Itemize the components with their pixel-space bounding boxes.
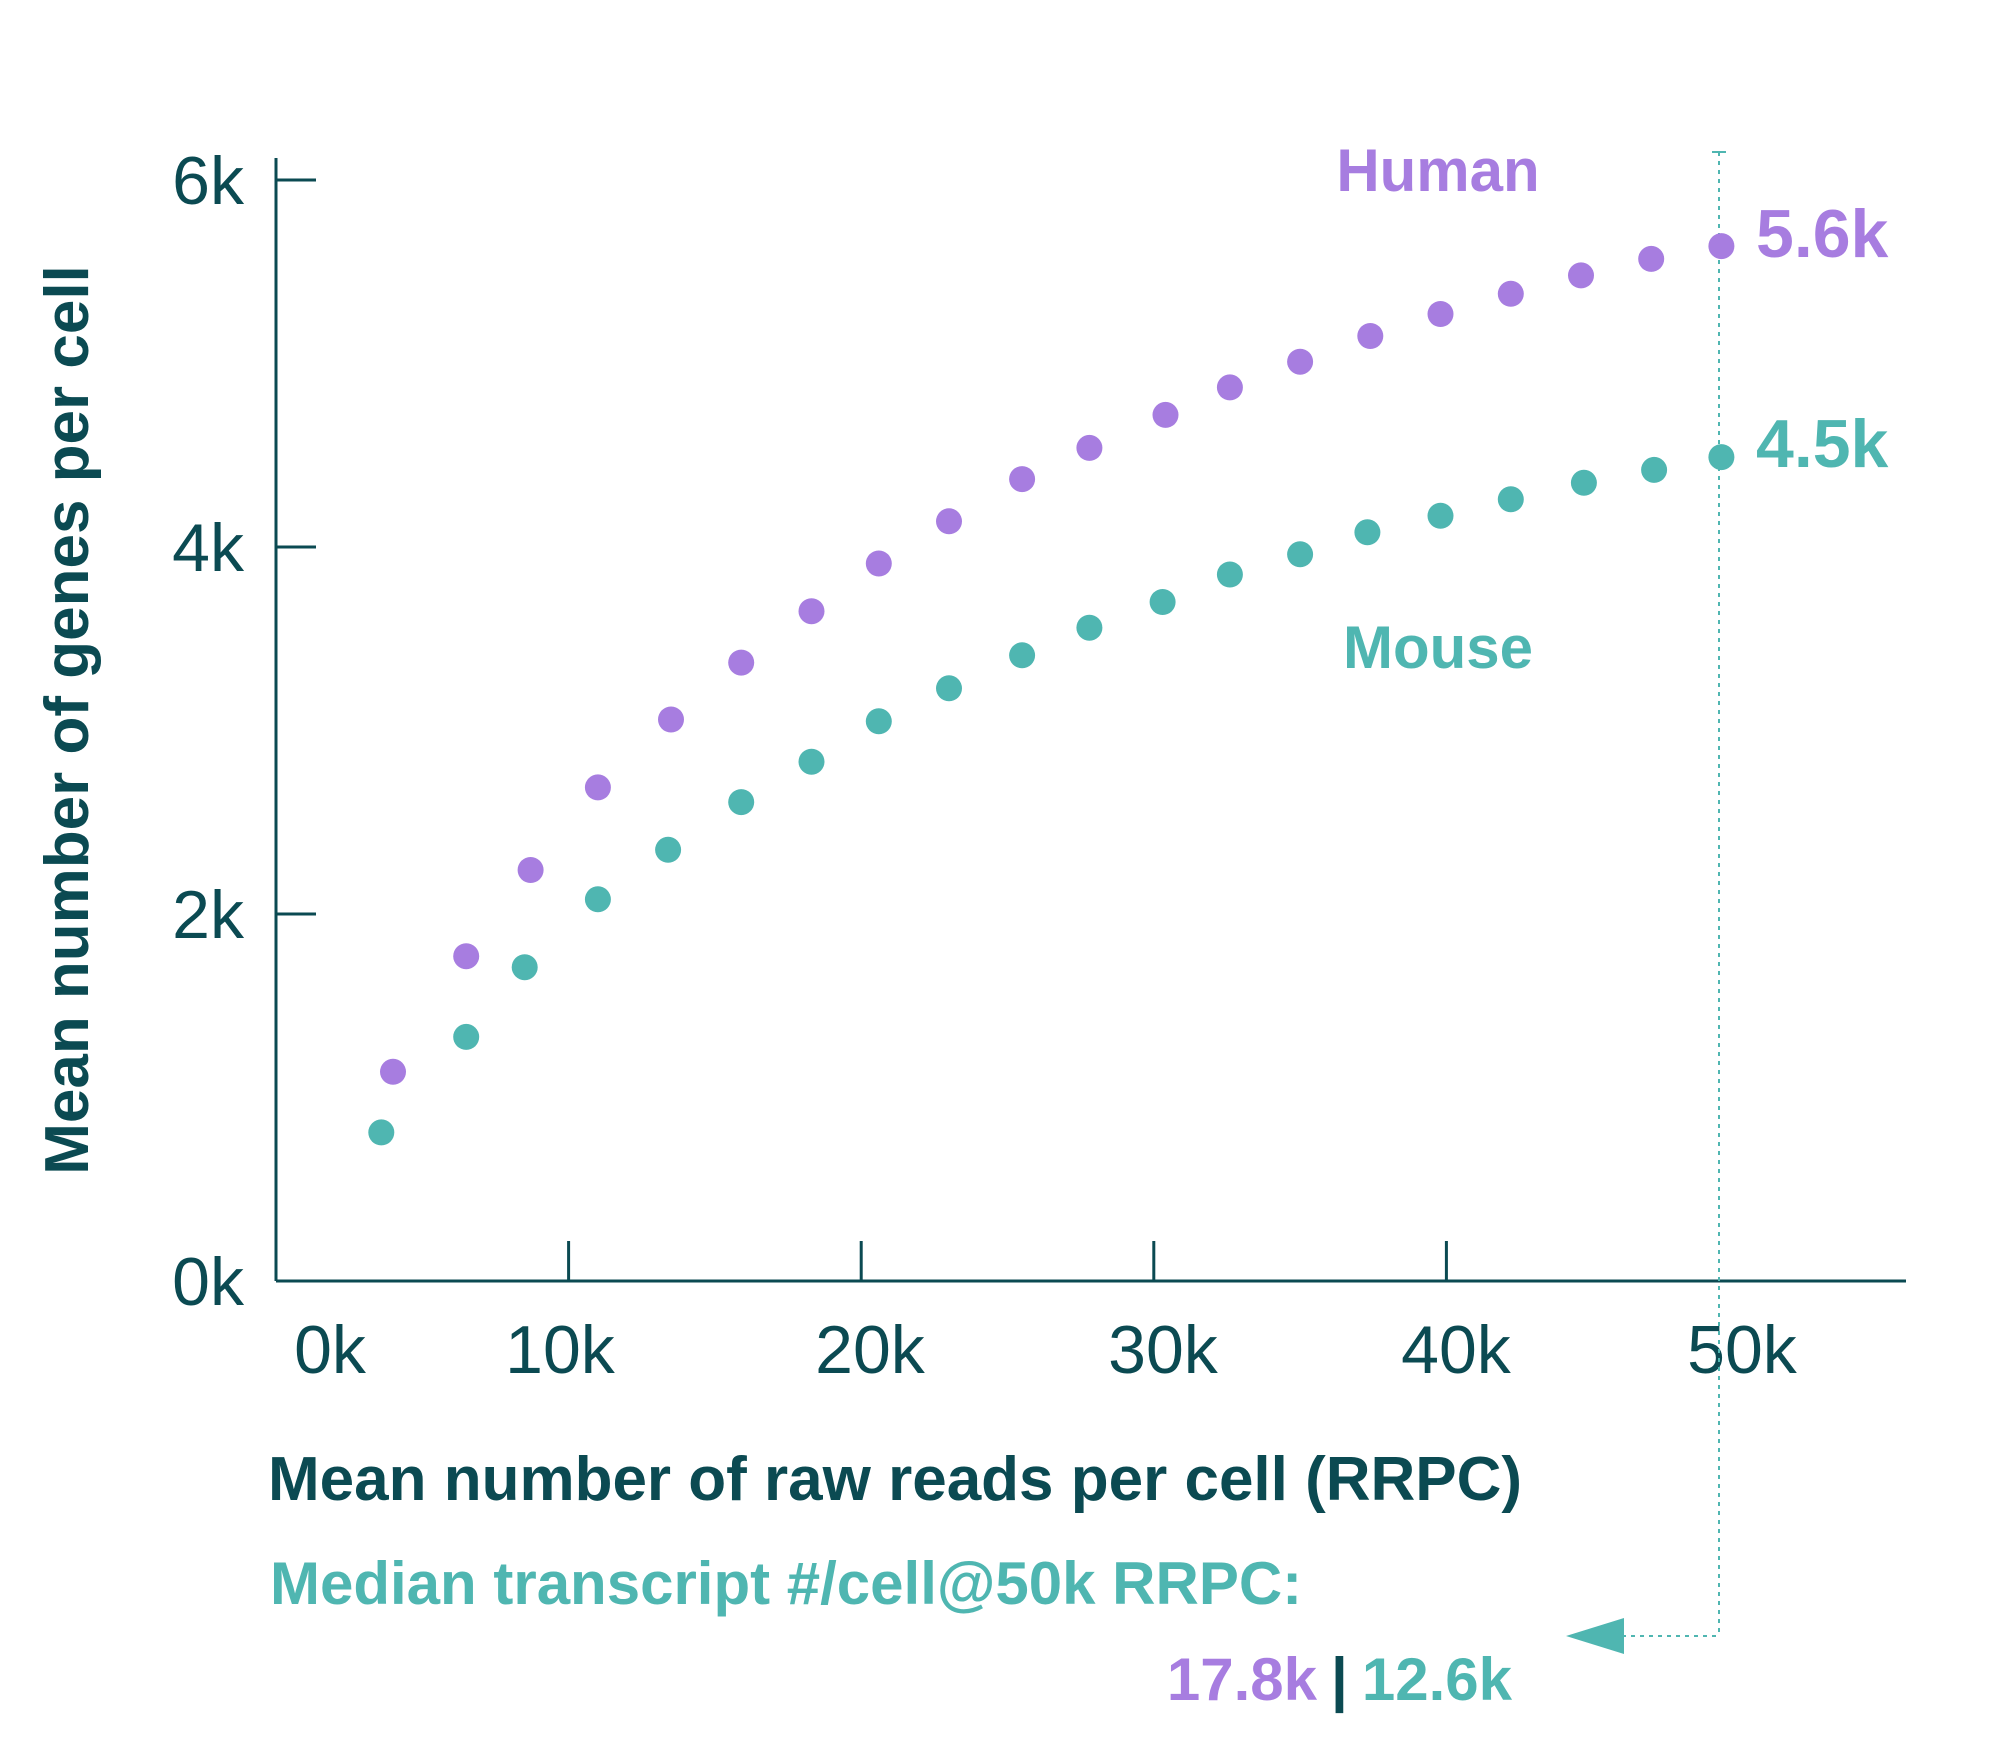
data-point-human — [1427, 301, 1454, 327]
data-point-human — [517, 857, 544, 883]
data-point-mouse — [1287, 541, 1314, 568]
y-axis-title: Mean number of genes per cell — [33, 265, 102, 1175]
data-point-mouse — [1149, 589, 1176, 615]
data-point-mouse — [1427, 502, 1454, 529]
data-point-mouse — [511, 954, 538, 981]
y-tick-label: 0k — [172, 1244, 245, 1320]
data-point-mouse — [728, 789, 755, 816]
data-point-human — [798, 598, 825, 625]
data-point-human — [380, 1058, 406, 1085]
data-point-human — [1638, 245, 1665, 272]
y-tick-label: 4k — [172, 510, 245, 586]
x-tick-label: 10k — [505, 1312, 616, 1388]
data-point-mouse — [655, 836, 682, 863]
y-tick-label: 6k — [172, 143, 245, 219]
x-tick-label: 40k — [1401, 1312, 1512, 1388]
guide-arrow-head — [1566, 1618, 1624, 1654]
y-tick-label: 2k — [172, 877, 245, 953]
median-human-value: 17.8k — [1167, 1646, 1318, 1713]
data-point-human — [1568, 262, 1594, 289]
data-point-mouse — [453, 1023, 480, 1050]
data-point-human — [865, 550, 892, 577]
data-point-mouse — [936, 675, 962, 702]
data-point-mouse — [368, 1119, 395, 1146]
series-label-mouse: Mouse — [1343, 614, 1533, 681]
median-separator: | — [1331, 1646, 1348, 1714]
data-point-mouse — [1076, 614, 1103, 641]
median-note-values: 17.8k | 12.6k — [1167, 1646, 1513, 1714]
data-point-human — [1708, 233, 1735, 260]
data-point-mouse — [865, 708, 892, 735]
data-point-mouse — [1354, 519, 1381, 546]
x-tick-label: 30k — [1108, 1312, 1219, 1388]
data-point-human — [1287, 348, 1314, 375]
data-point-mouse — [584, 886, 611, 913]
data-point-mouse — [1570, 469, 1597, 496]
data-point-mouse — [798, 748, 825, 775]
x-ticks: 0k 10k 20k 30k 40k 50k — [294, 1241, 1798, 1388]
x-tick-label: 50k — [1687, 1312, 1798, 1388]
data-point-mouse — [1708, 444, 1735, 471]
data-point-mouse — [1216, 561, 1243, 588]
data-point-mouse — [1009, 642, 1036, 669]
end-label-mouse: 4.5k — [1756, 406, 1889, 482]
data-point-human — [936, 508, 962, 535]
data-point-human — [584, 774, 611, 801]
data-point-mouse — [1641, 456, 1668, 483]
data-point-human — [1497, 280, 1524, 307]
median-note-title: Median transcript #/cell@50k RRPC: — [270, 1550, 1302, 1617]
data-point-human — [1009, 466, 1036, 493]
data-point-human — [1076, 434, 1103, 461]
x-tick-label: 20k — [815, 1312, 926, 1388]
y-ticks: 0k 2k 4k 6k — [172, 143, 316, 1320]
data-point-human — [728, 649, 755, 676]
x-tick-label: 0k — [294, 1312, 367, 1388]
x-axis-title: Mean number of raw reads per cell (RRPC) — [268, 1445, 1522, 1514]
end-label-human: 5.6k — [1756, 196, 1889, 272]
data-point-human — [658, 706, 684, 733]
data-point-human — [1152, 401, 1179, 428]
series-human — [380, 233, 1735, 1085]
data-point-human — [1357, 323, 1384, 349]
series-mouse — [368, 444, 1735, 1146]
series-label-human: Human — [1336, 137, 1539, 204]
data-point-human — [453, 943, 480, 970]
median-mouse-value: 12.6k — [1362, 1646, 1513, 1713]
data-point-human — [1216, 374, 1243, 401]
data-point-mouse — [1497, 486, 1524, 513]
